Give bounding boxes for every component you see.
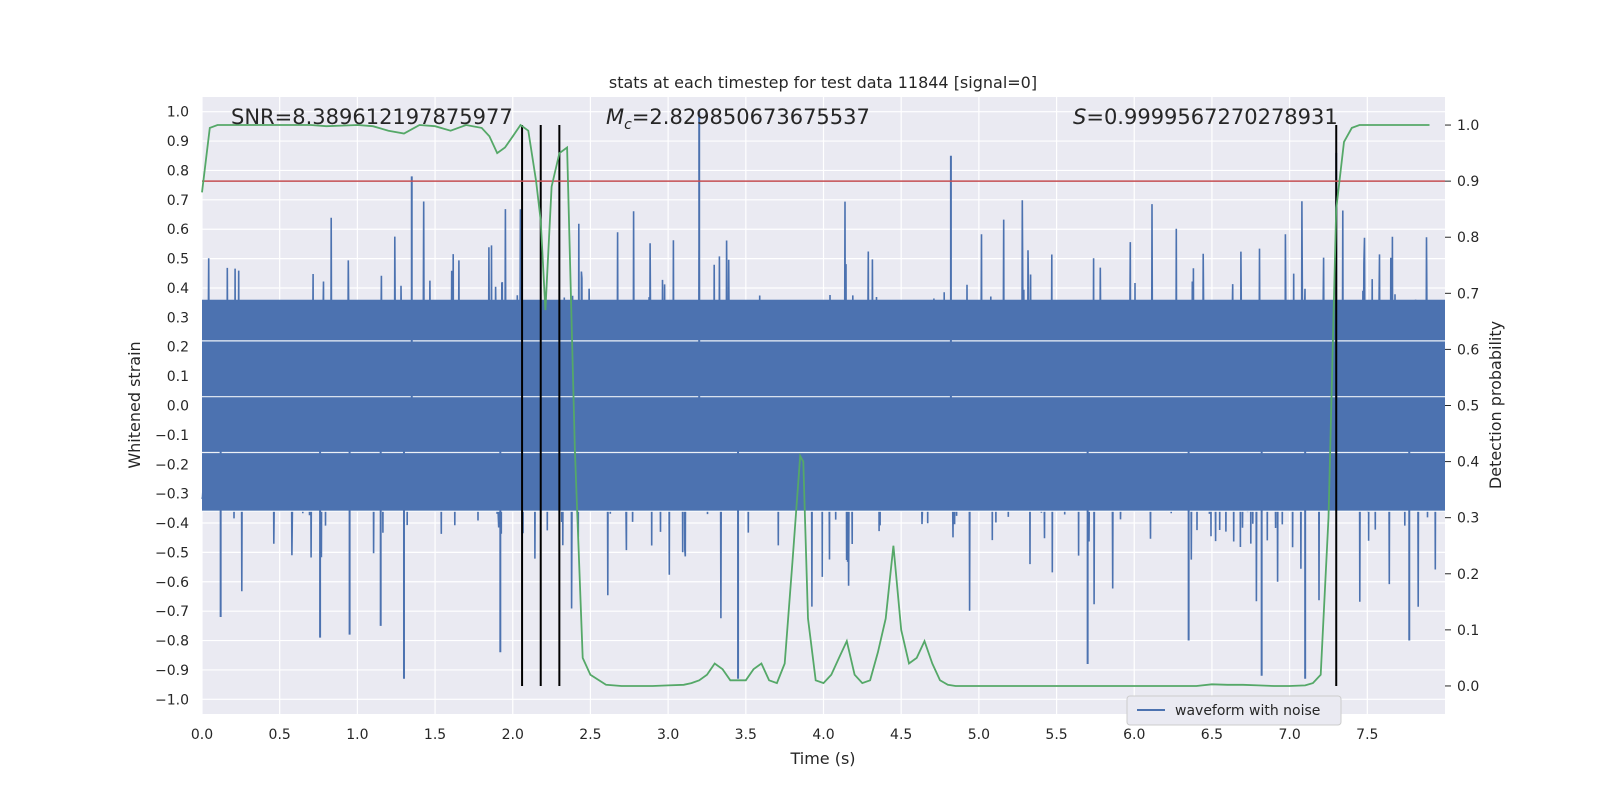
y-tick-label-right: 0.9 xyxy=(1457,174,1479,190)
x-tick-label: 3.0 xyxy=(657,727,679,743)
y-tick-label-right: 0.3 xyxy=(1457,511,1479,527)
y-tick-label-right: 0.1 xyxy=(1457,623,1479,639)
y-tick-label-left: −0.5 xyxy=(155,545,189,561)
y-ticks-right: 1.0 0.9 0.8 0.7 0.6 0.5 0.4 0.3 0.2 0.1 0.0 xyxy=(1445,118,1479,695)
x-tick-label: 6.0 xyxy=(1123,727,1145,743)
x-tick-label: 5.5 xyxy=(1045,727,1067,743)
strain-series xyxy=(201,111,1445,679)
x-axis-label: Time (s) xyxy=(789,749,855,768)
y-tick-label-left: 0.9 xyxy=(167,134,189,150)
y-tick-label-left: 0.7 xyxy=(167,193,189,209)
y-tick-label-left: 0.2 xyxy=(167,340,189,356)
snr-annotation: SNR=8.389612197875977 xyxy=(231,105,513,129)
chart-title: stats at each timestep for test data 118… xyxy=(609,73,1037,92)
y-tick-label-left: 0.3 xyxy=(167,310,189,326)
y-tick-label-left: 1.0 xyxy=(167,105,189,121)
mc-value: =2.829850673675537 xyxy=(632,105,870,129)
y-tick-label-left: −0.9 xyxy=(155,663,189,679)
y-tick-label-left: 0.5 xyxy=(167,252,189,268)
y-tick-label-right: 0.6 xyxy=(1457,342,1479,358)
y-tick-label-left: 0.8 xyxy=(167,163,189,179)
x-tick-label: 3.5 xyxy=(735,727,757,743)
y-tick-label-left: −0.1 xyxy=(155,428,189,444)
y-tick-label-right: 0.0 xyxy=(1457,679,1479,695)
y-tick-label-left: −1.0 xyxy=(155,692,189,708)
y-axis-label-left: Whitened strain xyxy=(125,341,144,468)
s-value: =0.9999567270278931 xyxy=(1086,105,1337,129)
y-axis-label-right: Detection probability xyxy=(1486,321,1505,489)
y-tick-label-left: 0.6 xyxy=(167,222,189,238)
y-tick-label-left: −0.7 xyxy=(155,604,189,620)
x-tick-label: 5.0 xyxy=(968,727,990,743)
y-tick-label-left: 0.1 xyxy=(167,369,189,385)
y-tick-label-left: −0.2 xyxy=(155,457,189,473)
legend-label: waveform with noise xyxy=(1175,703,1320,719)
y-tick-label-left: 0.0 xyxy=(167,399,189,415)
y-tick-label-right: 1.0 xyxy=(1457,118,1479,134)
y-tick-label-right: 0.4 xyxy=(1457,455,1479,471)
legend: waveform with noise xyxy=(1126,695,1342,726)
y-ticks-left: 1.0 0.9 0.8 0.7 0.6 0.5 0.4 0.3 0.2 0.1 0.0 −0.1 −0.… xyxy=(155,105,189,709)
legend-box xyxy=(1126,695,1342,726)
x-tick-label: 6.5 xyxy=(1201,727,1223,743)
y-tick-label-left: −0.8 xyxy=(155,634,189,650)
x-tick-label: 7.5 xyxy=(1356,727,1378,743)
y-tick-label-left: −0.3 xyxy=(155,487,189,503)
mc-symbol: M xyxy=(606,105,624,129)
s-symbol: S xyxy=(1073,105,1086,129)
x-tick-label: 4.0 xyxy=(812,727,834,743)
x-tick-label: 0.0 xyxy=(191,727,213,743)
s-annotation: S=0.9999567270278931 xyxy=(1073,105,1338,129)
x-ticks: 0.0 0.5 1.0 1.5 2.0 2.5 3.0 3.5 4.0 4.5 5.0 5.5 6.0 6… xyxy=(191,727,1379,743)
strain-core-band xyxy=(202,299,1445,512)
x-tick-label: 2.5 xyxy=(579,727,601,743)
x-tick-label: 4.5 xyxy=(890,727,912,743)
y-tick-label-left: 0.4 xyxy=(167,281,189,297)
y-tick-label-right: 0.5 xyxy=(1457,399,1479,415)
mc-subscript: c xyxy=(624,117,632,133)
x-tick-label: 2.0 xyxy=(502,727,524,743)
y-tick-label-right: 0.8 xyxy=(1457,230,1479,246)
y-tick-label-left: −0.6 xyxy=(155,575,189,591)
x-tick-label: 1.0 xyxy=(346,727,368,743)
y-tick-label-right: 0.7 xyxy=(1457,286,1479,302)
mc-annotation: Mc=2.829850673675537 xyxy=(606,105,870,133)
x-tick-label: 1.5 xyxy=(424,727,446,743)
x-tick-label: 7.0 xyxy=(1278,727,1300,743)
x-tick-label: 0.5 xyxy=(269,727,291,743)
y-tick-label-right: 0.2 xyxy=(1457,567,1479,583)
y-tick-label-left: −0.4 xyxy=(155,516,189,532)
probability-line xyxy=(201,123,1430,687)
